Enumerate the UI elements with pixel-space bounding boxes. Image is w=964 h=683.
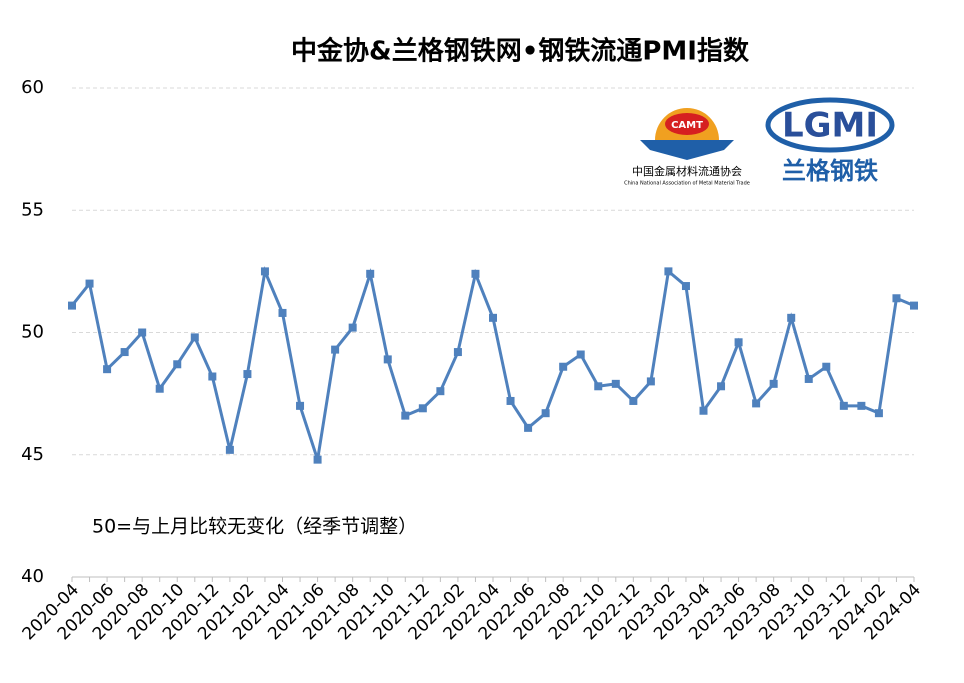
logo-name: 中国金属材料流通协会 <box>632 164 742 178</box>
point-marker <box>874 409 883 418</box>
point-marker <box>383 355 392 364</box>
point-marker <box>243 370 252 379</box>
point-marker <box>646 377 655 386</box>
point-marker <box>717 382 726 391</box>
point-marker <box>594 382 603 391</box>
point-marker <box>611 379 620 388</box>
point-marker <box>524 423 533 432</box>
point-marker <box>85 279 94 288</box>
point-marker <box>260 267 269 276</box>
y-tick-label: 50 <box>21 322 44 343</box>
point-marker <box>331 345 340 354</box>
point-marker <box>313 455 322 464</box>
point-marker <box>453 348 462 357</box>
point-marker <box>804 374 813 383</box>
point-marker <box>103 365 112 374</box>
point-marker <box>787 313 796 322</box>
logo-english: China National Association of Metal Mate… <box>624 181 750 187</box>
point-marker <box>822 362 831 371</box>
point-marker <box>68 301 76 310</box>
point-marker <box>506 396 515 405</box>
y-tick-label: 45 <box>21 444 44 465</box>
lgmi-logo: LGMI 兰格钢铁 <box>765 97 895 185</box>
point-marker <box>734 338 743 347</box>
logo-wave <box>640 140 734 160</box>
point-marker <box>173 360 182 369</box>
point-marker <box>559 362 568 371</box>
point-marker <box>401 411 410 420</box>
point-marker <box>348 323 357 332</box>
logo-text: CAMT <box>671 120 703 131</box>
point-marker <box>752 399 761 408</box>
chart-title: 中金协&兰格钢铁网•钢铁流通PMI指数 <box>291 36 750 67</box>
y-tick-label: 55 <box>21 199 44 220</box>
point-marker <box>699 406 708 415</box>
point-marker <box>664 267 673 276</box>
y-tick-label: 40 <box>21 566 44 587</box>
point-marker <box>857 401 866 410</box>
point-marker <box>190 333 199 342</box>
point-marker <box>541 409 550 418</box>
point-marker <box>839 401 848 410</box>
annotation: 50=与上月比较无变化（经季节调整） <box>92 516 417 538</box>
point-marker <box>436 387 445 396</box>
point-marker <box>629 396 638 405</box>
series-line <box>70 266 915 461</box>
point-marker <box>910 301 918 310</box>
point-marker <box>138 328 147 337</box>
point-marker <box>576 350 585 359</box>
y-tick-label: 60 <box>21 77 44 98</box>
point-marker <box>489 313 497 322</box>
point-marker <box>208 372 217 381</box>
logo-text: LGMI <box>782 106 878 146</box>
point-marker <box>681 282 690 291</box>
logo-ring <box>765 97 895 153</box>
point-marker <box>225 445 234 454</box>
point-marker <box>278 308 287 317</box>
point-marker <box>769 379 778 388</box>
point-marker <box>155 384 164 393</box>
point-marker <box>418 404 427 413</box>
camt-logo: CAMT 中国金属材料流通协会 China National Associati… <box>624 108 750 187</box>
point-marker <box>296 401 305 410</box>
point-marker <box>366 269 375 278</box>
point-marker <box>471 269 480 278</box>
logo-name: 兰格钢铁 <box>782 157 878 185</box>
logo-oval <box>665 113 709 135</box>
point-marker <box>892 294 901 303</box>
point-marker <box>120 348 129 357</box>
